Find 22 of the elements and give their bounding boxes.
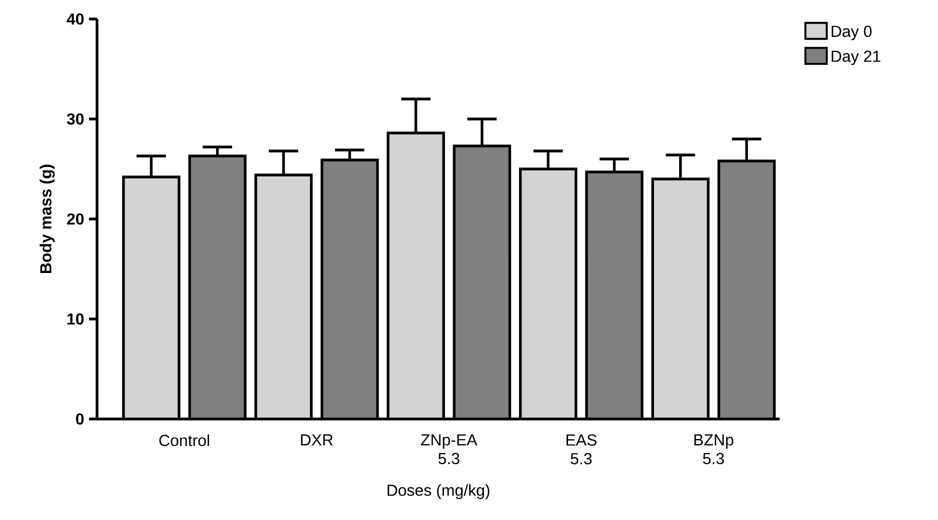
bar [322, 160, 378, 419]
y-tick-label: 10 [68, 313, 84, 325]
x-tick-label: EAS 5.3 [566, 434, 596, 464]
x-tick-label: ZNp-EA 5.3 [420, 434, 478, 464]
bar [586, 172, 642, 419]
legend-label: Day 21 [832, 50, 880, 66]
y-tick-label: 0 [76, 413, 84, 425]
bar [123, 176, 180, 419]
bar [190, 156, 246, 419]
x-tick-label: DXR [301, 434, 333, 446]
y-tick-label: 40 [66, 13, 84, 25]
x-tick-label: BZNp 5.3 [694, 434, 734, 464]
bar [454, 146, 510, 419]
legend-label: Day 0 [832, 26, 872, 40]
y-axis-title: Body mass (g) [40, 164, 55, 274]
x-axis-title: Doses (mg/kg) [388, 484, 490, 500]
y-tick-label: 20 [67, 213, 84, 225]
bar [388, 132, 444, 419]
y-tick-label: 30 [66, 113, 84, 125]
x-tick-label: Control [159, 434, 210, 446]
bar [520, 168, 576, 419]
bar [256, 174, 312, 419]
